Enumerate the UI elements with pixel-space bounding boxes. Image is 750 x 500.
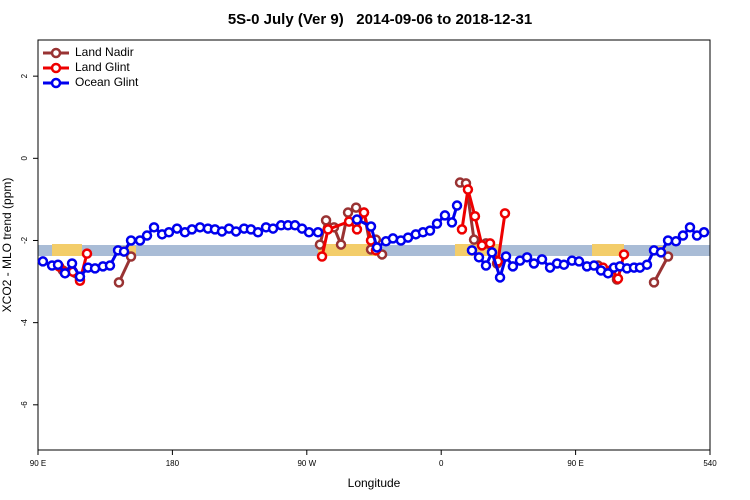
data-point xyxy=(476,240,488,251)
data-point xyxy=(322,224,334,235)
data-point xyxy=(163,227,175,238)
data-point xyxy=(462,184,474,195)
data-point xyxy=(486,247,498,258)
data-point xyxy=(104,260,116,271)
data-point xyxy=(612,273,624,284)
data-point xyxy=(494,272,506,283)
data-point xyxy=(468,234,480,245)
data-point xyxy=(81,248,93,259)
data-point xyxy=(66,258,78,269)
data-point xyxy=(500,251,512,262)
data-point xyxy=(473,252,485,263)
data-point xyxy=(335,239,347,250)
data-point xyxy=(602,268,614,279)
data-point xyxy=(148,222,160,233)
legend-label: Land Glint xyxy=(75,60,130,74)
data-point xyxy=(74,271,86,282)
y-tick-label: -2 xyxy=(20,236,29,244)
data-point xyxy=(446,217,458,228)
x-tick-label: 540 xyxy=(703,459,717,468)
data-point xyxy=(424,225,436,236)
y-tick-label: -6 xyxy=(20,401,29,409)
x-tick-label: 90 E xyxy=(567,459,583,468)
data-point xyxy=(451,200,463,211)
data-point xyxy=(134,235,146,246)
data-point xyxy=(371,242,383,253)
x-tick-label: 90 W xyxy=(297,459,316,468)
data-point xyxy=(521,252,533,263)
data-point xyxy=(641,259,653,270)
data-point xyxy=(618,249,630,260)
data-point xyxy=(194,222,206,233)
x-tick-label: 0 xyxy=(439,459,444,468)
x-tick-label: 90 E xyxy=(30,459,46,468)
y-axis-label: XCO2 - MLO trend (ppm) xyxy=(0,178,14,313)
legend-marker xyxy=(50,77,62,89)
data-point xyxy=(469,210,481,222)
data-point xyxy=(670,236,682,247)
y-tick-label: 2 xyxy=(20,73,29,78)
data-point xyxy=(484,238,496,249)
y-tick-label: -4 xyxy=(20,319,29,327)
data-point xyxy=(466,245,478,256)
data-point xyxy=(351,224,363,235)
data-point xyxy=(507,261,519,272)
data-point xyxy=(37,256,49,267)
data-point xyxy=(316,251,328,262)
data-point xyxy=(141,230,153,241)
data-point xyxy=(439,210,451,221)
data-point xyxy=(499,208,511,219)
data-point xyxy=(558,259,570,270)
data-point xyxy=(113,277,125,288)
data-point xyxy=(648,277,660,288)
data-point xyxy=(431,218,443,229)
data-point xyxy=(52,259,64,270)
data-point xyxy=(230,226,242,237)
data-point xyxy=(125,251,137,262)
data-point xyxy=(252,227,264,238)
data-point xyxy=(456,224,468,235)
x-axis-label: Longitude xyxy=(348,476,401,490)
data-point xyxy=(655,247,667,258)
x-tick-label: 180 xyxy=(166,459,180,468)
data-point xyxy=(267,223,279,234)
data-point xyxy=(573,256,585,267)
data-point xyxy=(677,230,689,241)
y-tick-label: 0 xyxy=(20,156,29,161)
legend-label: Land Nadir xyxy=(75,45,134,59)
legend-marker xyxy=(50,62,62,74)
data-point xyxy=(186,224,198,235)
data-point xyxy=(118,246,130,257)
data-point xyxy=(342,207,354,218)
legend-marker xyxy=(50,47,62,59)
data-point xyxy=(365,221,377,232)
data-point xyxy=(588,260,600,271)
data-point xyxy=(320,215,332,226)
data-point xyxy=(358,207,370,218)
data-point xyxy=(303,227,315,238)
data-point xyxy=(312,227,324,238)
data-point xyxy=(59,268,71,279)
data-point xyxy=(171,223,183,234)
plot-frame xyxy=(37,39,711,451)
data-point xyxy=(351,214,363,225)
legend-label: Ocean Glint xyxy=(75,75,139,89)
data-point xyxy=(536,254,548,265)
data-point xyxy=(350,202,362,213)
chart-title: 5S-0 July (Ver 9) 2014-09-06 to 2018-12-… xyxy=(228,11,532,28)
data-point xyxy=(684,222,696,233)
data-point xyxy=(480,260,492,271)
data-point xyxy=(125,235,137,246)
data-point xyxy=(698,227,710,238)
data-point xyxy=(528,258,540,269)
